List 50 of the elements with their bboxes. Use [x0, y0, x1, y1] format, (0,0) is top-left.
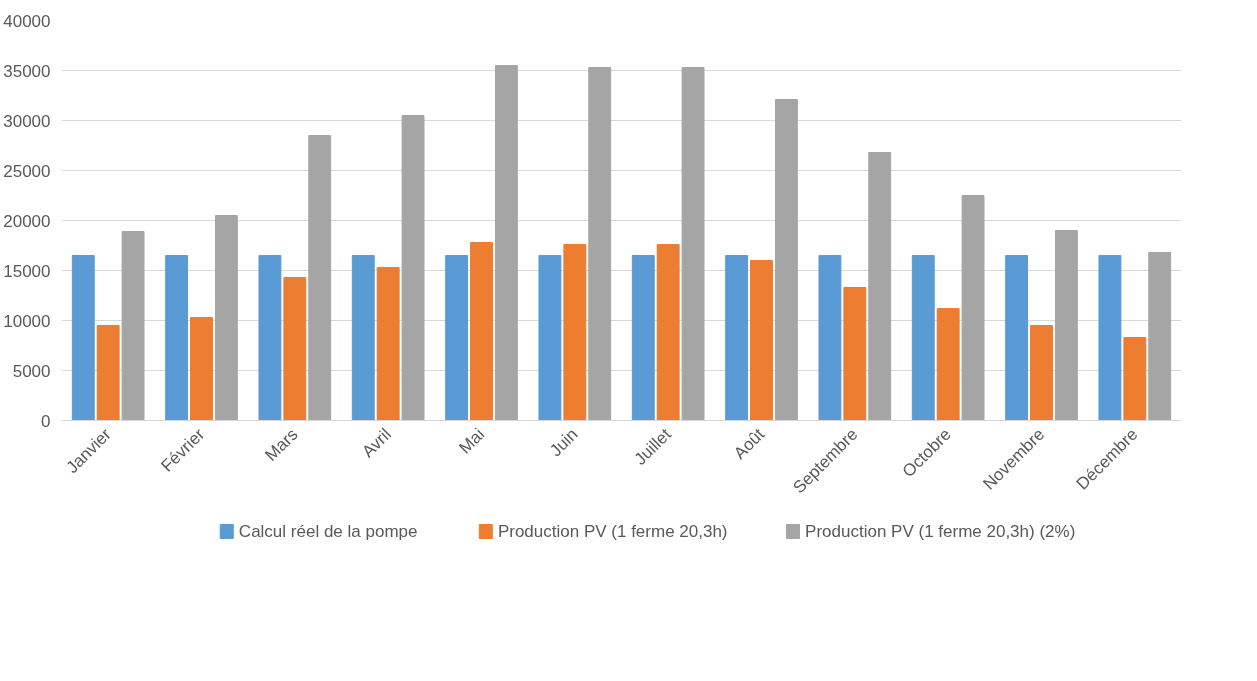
y-tick-label: 5000: [12, 361, 51, 381]
bar: [165, 255, 189, 421]
legend-label: Calcul réel de la pompe: [238, 522, 418, 541]
bar: [401, 115, 425, 421]
y-tick-label: 35000: [3, 61, 51, 81]
y-tick-label: 30000: [3, 111, 51, 131]
bar: [283, 277, 307, 421]
bar: [774, 99, 798, 421]
bar: [190, 317, 213, 421]
bar: [470, 242, 493, 421]
bar: [725, 255, 749, 421]
bar: [750, 260, 773, 421]
bar: [376, 267, 400, 421]
y-tick-label: 10000: [3, 311, 51, 331]
bar: [351, 255, 375, 421]
bar: [868, 152, 892, 421]
y-tick-label: 15000: [3, 261, 51, 281]
bar: [308, 135, 332, 421]
bar: [121, 231, 145, 421]
bar: [258, 255, 282, 421]
x-tick-label: Mai: [455, 424, 489, 458]
bar: [1005, 255, 1029, 421]
x-tick-label: Juin: [546, 424, 582, 461]
bar: [1054, 230, 1078, 421]
bar: [538, 255, 562, 421]
y-tick-label: 20000: [3, 211, 51, 231]
bar: [681, 67, 705, 421]
bar: [214, 215, 238, 421]
bar: [71, 255, 95, 421]
y-tick-label: 25000: [3, 161, 51, 181]
bar: [96, 325, 120, 421]
bar: [563, 244, 587, 421]
bar: [818, 255, 842, 421]
bar: [631, 255, 655, 421]
bar: [843, 287, 867, 421]
y-tick-label: 0: [41, 411, 51, 431]
bar: [588, 67, 612, 421]
bar: [911, 255, 935, 421]
bar: [445, 255, 469, 421]
legend-label: Production PV (1 ferme 20,3h): [497, 522, 728, 541]
bar: [494, 65, 518, 421]
bar: [936, 308, 960, 421]
bar: [1148, 252, 1172, 421]
bar: [1123, 337, 1147, 421]
bar: [961, 195, 985, 421]
legend-label: Production PV (1 ferme 20,3h) (2%): [805, 522, 1076, 541]
bar: [656, 244, 680, 421]
bar: [1098, 255, 1122, 421]
y-tick-label: 40000: [3, 11, 51, 31]
bar: [1030, 325, 1053, 421]
